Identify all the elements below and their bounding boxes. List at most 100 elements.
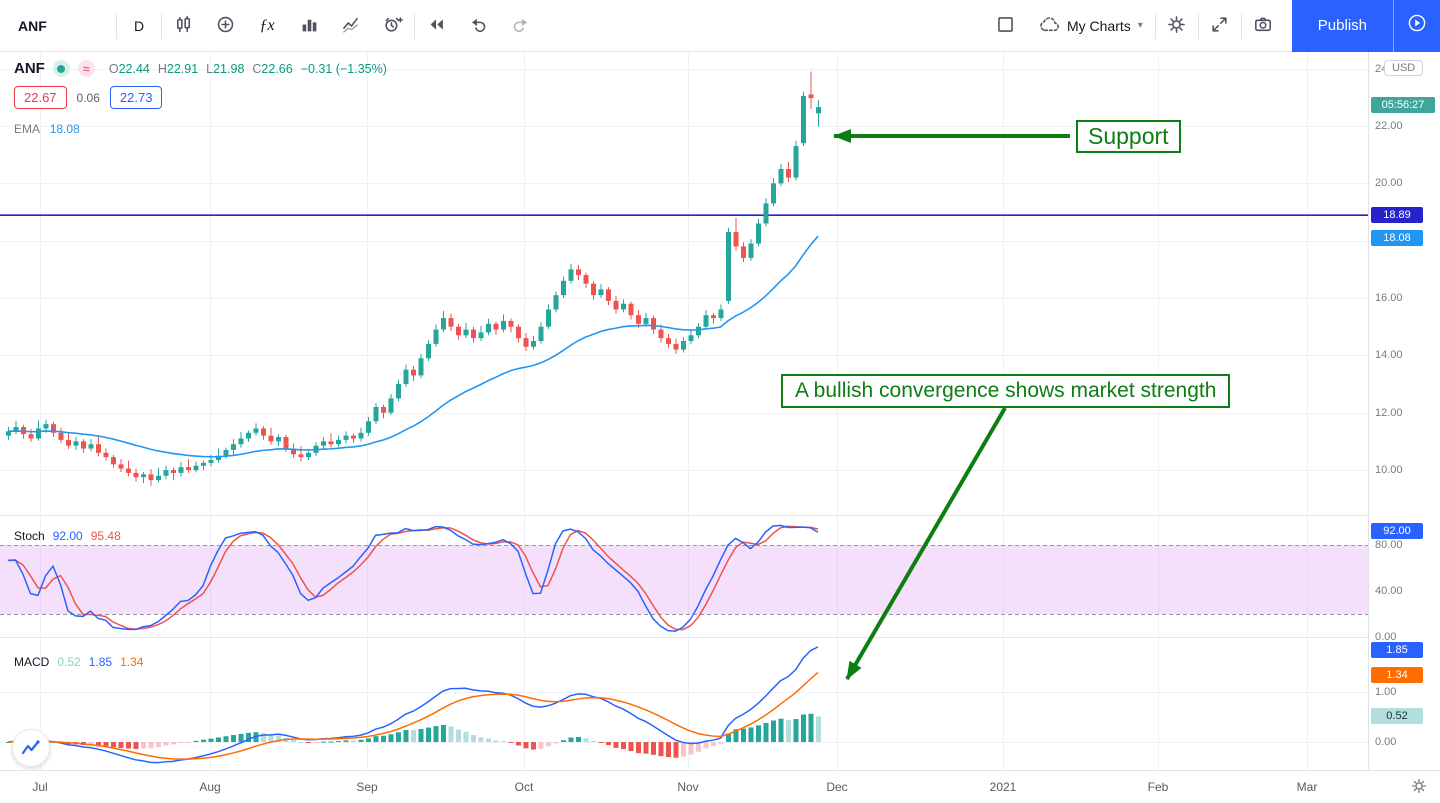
price-tick: 12.00 <box>1375 407 1403 419</box>
my-charts-button[interactable]: My Charts ▾ <box>1027 6 1155 46</box>
financial-metrics-button[interactable] <box>330 6 372 46</box>
legend-symbol[interactable]: ANF <box>14 60 45 77</box>
main-legend: ANF ≈ O 22.44 H 22.91 L 21.98 C 22.66 −0.31 … <box>14 60 395 136</box>
toolbar-separator <box>414 12 415 39</box>
rewind-icon <box>427 15 446 37</box>
support-annotation[interactable]: Support <box>1076 120 1181 153</box>
currency-badge[interactable]: USD <box>1384 60 1424 76</box>
time-axis-label: Feb <box>1147 780 1169 794</box>
symbol-label: ANF <box>18 17 47 34</box>
price-label-box: 18.89 <box>1371 207 1423 223</box>
ema-value: 18.08 <box>49 122 80 136</box>
price-scale[interactable]: USD 05:56:27 24.0022.0020.0016.0014.0012… <box>1368 52 1440 803</box>
ema-legend[interactable]: EMA 18.08 <box>14 122 80 136</box>
toolbar-separator <box>1197 12 1199 39</box>
time-scale[interactable]: Jul Aug Sep Oct Nov Dec 2021 Feb Mar <box>0 770 1440 803</box>
price-tick: 20.00 <box>1375 177 1403 189</box>
tradingview-logo[interactable] <box>12 729 50 767</box>
price-tick: 16.00 <box>1375 292 1403 304</box>
price-tick: 10.00 <box>1375 464 1403 476</box>
time-axis-label: Mar <box>1296 780 1318 794</box>
price-tick: 22.00 <box>1375 120 1403 132</box>
snapshot-button[interactable] <box>1242 6 1284 46</box>
redo-button[interactable] <box>499 6 541 46</box>
timezone-settings-button[interactable] <box>1411 778 1427 799</box>
time-axis-label: Aug <box>199 780 221 794</box>
toolbar-separator <box>161 12 162 39</box>
high-value: 22.91 <box>166 61 199 76</box>
pane-separator[interactable] <box>0 515 1440 516</box>
change-value: −0.31 (−1.35%) <box>300 61 387 76</box>
stoch-label-box: 92.00 <box>1371 523 1423 539</box>
time-axis-label: Jul <box>32 780 48 794</box>
my-charts-label: My Charts <box>1066 17 1131 34</box>
bar-chart-icon <box>300 15 319 37</box>
stoch-d-value: 95.48 <box>90 529 121 543</box>
fx-icon: ƒx <box>259 16 275 34</box>
layout-square-icon <box>996 15 1015 37</box>
stoch-tick: 0.00 <box>1375 631 1397 643</box>
price-tick: 14.00 <box>1375 349 1403 361</box>
price-label-box: 18.08 <box>1371 230 1423 246</box>
layout-button[interactable] <box>985 6 1027 46</box>
buy-button[interactable]: 22.73 <box>109 86 163 109</box>
candlestick-icon <box>174 15 193 37</box>
gear-icon <box>1167 15 1186 37</box>
macd-hist-value: 0.52 <box>57 655 81 669</box>
fullscreen-button[interactable] <box>1199 6 1241 46</box>
macd-tick: 1.00 <box>1375 686 1397 698</box>
macd-signal-value: 1.34 <box>120 655 144 669</box>
market-status-icon[interactable] <box>52 60 70 77</box>
chart-style-button[interactable] <box>162 6 204 46</box>
stoch-tick: 80.00 <box>1375 539 1403 551</box>
macd-label-box: 1.85 <box>1371 642 1423 658</box>
create-alert-button[interactable] <box>372 6 414 46</box>
pane-separator[interactable] <box>0 637 1440 638</box>
top-toolbar: ANF D ƒx My Charts ▾ <box>0 0 1440 52</box>
macd-label-box: 0.52 <box>1371 708 1423 724</box>
close-value: 22.66 <box>261 61 293 76</box>
undo-icon <box>469 15 488 37</box>
toolbar-right: My Charts ▾ Publish <box>985 0 1440 52</box>
stoch-k-value: 92.00 <box>52 529 83 543</box>
stoch-legend[interactable]: Stoch 92.00 95.48 <box>14 529 121 543</box>
symbol-button[interactable]: ANF <box>0 6 116 46</box>
chevron-down-icon: ▾ <box>1137 20 1143 31</box>
open-value: 22.44 <box>118 61 150 76</box>
indicator-templates-button[interactable] <box>288 6 330 46</box>
time-axis-label: Nov <box>677 780 699 794</box>
low-value: 21.98 <box>213 61 245 76</box>
chart-settings-button[interactable] <box>1156 6 1198 46</box>
redo-icon <box>511 15 530 37</box>
toolbar-separator <box>1240 12 1242 39</box>
compare-plus-icon <box>216 15 235 37</box>
macd-tick: 0.00 <box>1375 736 1397 748</box>
sell-button[interactable]: 22.67 <box>14 86 67 109</box>
bar-countdown: 05:56:27 <box>1371 97 1435 113</box>
expand-icon <box>1210 15 1229 37</box>
macd-line-value: 1.85 <box>88 655 113 669</box>
time-axis-label: Sep <box>356 780 378 794</box>
cloud-icon <box>1039 16 1060 36</box>
ohlc-values: O 22.44 H 22.91 L 21.98 C 22.66 −0.31 (−1.35… <box>108 61 387 76</box>
publish-button[interactable]: Publish <box>1291 0 1393 52</box>
macd-legend[interactable]: MACD 0.52 1.85 1.34 <box>14 655 144 669</box>
time-axis-label: Dec <box>826 780 848 794</box>
bar-replay-button[interactable] <box>415 6 457 46</box>
spread-value: 0.06 <box>76 90 100 105</box>
toolbar-separator <box>1154 12 1156 39</box>
publish-menu-button[interactable] <box>1393 0 1440 52</box>
delayed-data-icon[interactable]: ≈ <box>77 60 95 77</box>
indicators-button[interactable]: ƒx <box>246 6 288 46</box>
interval-button[interactable]: D <box>133 17 145 34</box>
undo-button[interactable] <box>457 6 499 46</box>
toolbar-separator <box>116 12 117 39</box>
macd-label-box: 1.34 <box>1371 667 1423 683</box>
multi-line-chart-icon <box>342 15 361 37</box>
stoch-tick: 40.00 <box>1375 585 1403 597</box>
play-circle-icon <box>1407 13 1427 38</box>
camera-icon <box>1253 15 1273 37</box>
time-axis-label: Oct <box>514 780 534 794</box>
convergence-annotation[interactable]: A bullish convergence shows market stren… <box>781 374 1231 408</box>
compare-button[interactable] <box>204 6 246 46</box>
